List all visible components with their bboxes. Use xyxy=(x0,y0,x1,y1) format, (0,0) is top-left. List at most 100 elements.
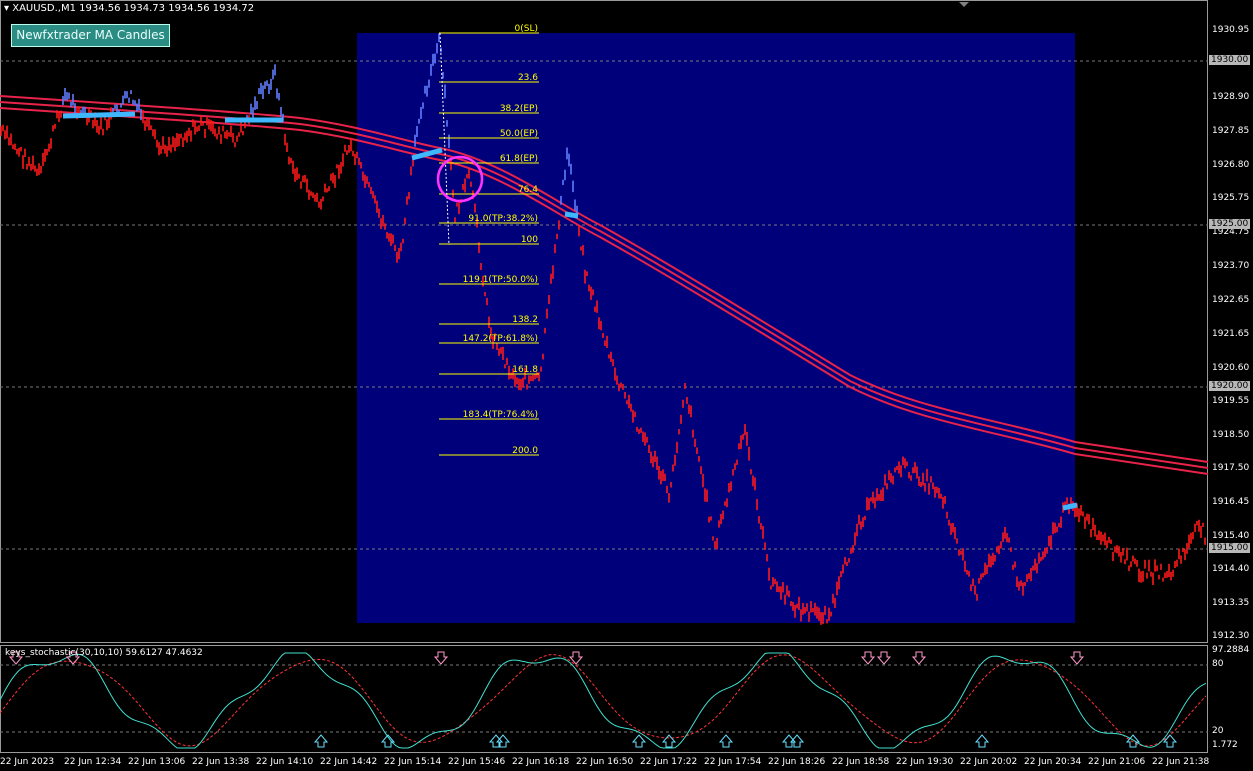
fib-level-label: 38.2(EP) xyxy=(500,104,538,114)
price-axis-label: 1922.65 xyxy=(1212,295,1250,305)
fib-level-label: 61.8(EP) xyxy=(500,154,538,164)
candles xyxy=(0,33,1206,625)
time-axis-label: 22 Jun 14:10 xyxy=(256,757,314,767)
time-axis-label: 22 Jun 16:50 xyxy=(576,757,634,767)
time-axis-label: 22 Jun 17:22 xyxy=(640,757,698,767)
chart-shift-marker[interactable] xyxy=(959,2,969,7)
time-axis-label: 22 Jun 18:58 xyxy=(832,757,890,767)
stochastic-signal-line xyxy=(0,654,1207,747)
fib-level-label: 100 xyxy=(521,235,538,245)
stochastic-axis-label: 80 xyxy=(1212,659,1224,669)
fib-level-label: 183.4(TP:76.4%) xyxy=(463,410,538,420)
stochastic-border xyxy=(0,645,1208,753)
stochastic-axis-label: 97.2884 xyxy=(1212,645,1250,655)
menu-triangle-icon[interactable]: ▾ xyxy=(4,3,10,14)
price-axis-label: 1912.30 xyxy=(1212,631,1250,641)
price-axis-label: 1924.75 xyxy=(1212,227,1250,237)
buy-arrow-icon xyxy=(974,734,990,748)
stochastic-label: keys_stochastic(30,10,10) 59.6127 47.463… xyxy=(5,648,203,658)
time-axis-label: 22 Jun 16:18 xyxy=(512,757,570,767)
price-axis-label: 1916.45 xyxy=(1212,497,1250,507)
price-level-tag: 1925.00 xyxy=(1209,219,1251,229)
time-axis-label: 22 Jun 20:02 xyxy=(960,757,1018,767)
buy-arrow-icon xyxy=(781,734,797,748)
fib-level-label: 138.2 xyxy=(512,315,538,325)
main-plot-border xyxy=(0,0,1208,643)
stochastic-axis-label: 20 xyxy=(1212,726,1224,736)
fib-level-label: 91.0(TP:38.2%) xyxy=(468,214,538,224)
fib-trend-line xyxy=(439,32,450,246)
sell-arrow-icon xyxy=(433,651,449,665)
price-axis-label: 1930.95 xyxy=(1212,25,1250,35)
price-axis[interactable]: 1930.95 1928.90 1927.85 1926.80 1925.75 1924.… xyxy=(1208,0,1253,643)
price-axis-label: 1927.85 xyxy=(1212,126,1250,136)
time-axis-label: 22 Jun 15:46 xyxy=(448,757,506,767)
fib-zone-rectangle xyxy=(357,33,1075,623)
fib-level-label: 23.6 xyxy=(518,73,538,83)
time-axis-label: 22 Jun 2023 xyxy=(0,757,55,767)
sell-arrow-icon xyxy=(65,651,81,665)
buy-arrow-icon xyxy=(789,734,805,748)
price-axis-label: 1928.90 xyxy=(1212,92,1250,102)
price-level-tag: 1915.00 xyxy=(1209,543,1251,553)
indicator-button[interactable]: Newfxtrader MA Candles xyxy=(11,24,170,47)
time-axis-label: 22 Jun 21:06 xyxy=(1088,757,1146,767)
buy-arrow-icon xyxy=(1125,734,1141,748)
sell-arrow-icon xyxy=(876,651,892,665)
time-axis-label: 22 Jun 13:06 xyxy=(128,757,186,767)
price-axis-label: 1921.65 xyxy=(1212,329,1250,339)
time-axis-label: 22 Jun 13:38 xyxy=(192,757,250,767)
fibonacci-levels: 0(SL) 23.6 38.2(EP) 50.0(EP) 61.8(EP) 76.4 91.… xyxy=(439,24,539,456)
stochastic-axis-label: 1.772 xyxy=(1212,740,1238,750)
buy-arrow-icon xyxy=(1162,734,1178,748)
price-axis-label: 1926.80 xyxy=(1212,160,1250,170)
price-axis-label: 1915.40 xyxy=(1212,531,1250,541)
time-axis-label: 22 Jun 12:34 xyxy=(64,757,122,767)
price-axis-label: 1920.60 xyxy=(1212,363,1250,373)
price-axis-label: 1923.70 xyxy=(1212,261,1250,271)
time-axis-label: 22 Jun 20:34 xyxy=(1024,757,1082,767)
time-axis-label: 22 Jun 15:14 xyxy=(384,757,442,767)
stochastic-levels xyxy=(0,664,1208,733)
fib-level-label: 200.0 xyxy=(512,446,538,456)
stochastic-main-line xyxy=(0,652,1207,749)
time-axis-label: 22 Jun 21:38 xyxy=(1152,757,1210,767)
buy-arrow-icon xyxy=(718,734,734,748)
time-axis-label: 22 Jun 19:30 xyxy=(896,757,954,767)
symbol-name: XAUUSD.,M1 xyxy=(12,3,76,14)
entry-circle xyxy=(436,155,484,203)
fib-level-label: 161.8 xyxy=(512,365,538,375)
buy-arrow-icon xyxy=(488,734,504,748)
price-axis-label: 1913.35 xyxy=(1212,598,1250,608)
sell-arrow-icon xyxy=(568,651,584,665)
price-axis-label: 1914.40 xyxy=(1212,564,1250,574)
symbol-header: ▾ XAUUSD.,M1 1934.56 1934.73 1934.56 193… xyxy=(4,3,254,14)
stochastic-arrows xyxy=(8,651,1178,748)
price-axis-label: 1925.75 xyxy=(1212,193,1250,203)
buy-arrow-icon xyxy=(661,734,677,748)
price-axis-label: 1919.55 xyxy=(1212,396,1250,406)
price-level-tag: 1920.00 xyxy=(1209,381,1251,391)
sell-arrow-icon xyxy=(8,651,24,665)
buy-arrow-icon xyxy=(631,734,647,748)
stochastic-lines xyxy=(0,652,1207,749)
price-axis-label: 1917.50 xyxy=(1212,463,1250,473)
time-axis-label: 22 Jun 14:42 xyxy=(320,757,378,767)
sell-arrow-icon xyxy=(1069,651,1085,665)
sell-arrow-icon xyxy=(911,651,927,665)
sell-arrow-icon xyxy=(860,651,876,665)
buy-arrow-icon xyxy=(495,734,511,748)
price-level-tag: 1930.00 xyxy=(1209,55,1251,65)
symbol-quote: 1934.56 1934.73 1934.56 1934.72 xyxy=(79,3,255,14)
time-axis-label: 22 Jun 18:26 xyxy=(768,757,826,767)
ma-highlight xyxy=(62,111,1078,511)
fib-level-label: 50.0(EP) xyxy=(500,129,538,139)
fib-level-label: 0(SL) xyxy=(515,24,538,34)
buy-arrow-icon xyxy=(380,734,396,748)
buy-arrow-icon xyxy=(313,734,329,748)
fib-level-label: 147.2(TP:61.8%) xyxy=(463,334,538,344)
time-axis-label: 22 Jun 17:54 xyxy=(704,757,762,767)
price-axis-label: 1918.50 xyxy=(1212,430,1250,440)
